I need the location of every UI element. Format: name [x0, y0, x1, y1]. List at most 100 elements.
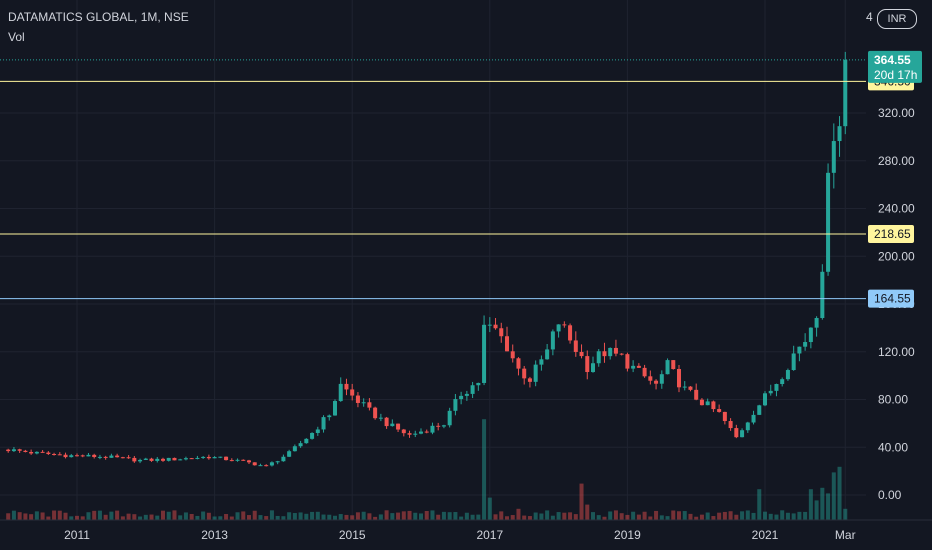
time-tick-label: 2015 — [339, 528, 366, 542]
candle-body — [757, 405, 762, 415]
candle-body — [258, 465, 263, 467]
volume-bar — [740, 511, 745, 520]
candle-body — [453, 399, 458, 411]
volume-bar — [384, 510, 389, 520]
candle-body — [338, 383, 343, 402]
candle-body — [568, 325, 573, 341]
candle-body — [218, 456, 223, 458]
price-tick-label: 200.00 — [878, 249, 915, 263]
volume-bar — [837, 466, 842, 520]
candle-body — [654, 380, 659, 384]
volume-bar — [573, 514, 578, 520]
volume-bar — [470, 514, 475, 520]
candle-body — [682, 386, 687, 388]
volume-bar — [808, 489, 813, 520]
volume-bar — [705, 512, 710, 520]
candle-body — [350, 389, 355, 396]
candle-body — [310, 432, 315, 439]
candle-body — [321, 417, 326, 430]
candle-body — [808, 327, 813, 343]
candle-body — [596, 351, 601, 364]
candle-body — [355, 395, 360, 403]
candle-body — [252, 462, 257, 466]
candle-body — [172, 457, 177, 461]
volume-bar — [143, 514, 148, 520]
volume-bar — [212, 516, 217, 520]
volume-bar — [550, 515, 555, 520]
volume-bar — [774, 514, 779, 520]
candle-body — [602, 351, 607, 357]
candle-body — [275, 461, 280, 463]
candle-body — [264, 465, 269, 467]
volume-bar — [109, 511, 114, 520]
candle-body — [367, 402, 372, 408]
volume-bar — [619, 513, 624, 520]
volume-bar — [671, 510, 676, 520]
volume-bar — [126, 513, 131, 520]
volume-bar — [499, 511, 504, 520]
volume-bar — [160, 510, 166, 520]
candle-body — [447, 410, 452, 426]
candle-body — [476, 382, 481, 386]
volume-bar — [34, 511, 39, 520]
volume-bar — [258, 515, 263, 520]
candle-body — [430, 425, 435, 433]
volume-bar — [826, 493, 831, 520]
level-label: 164.55 — [874, 292, 911, 306]
candle-body — [705, 401, 710, 406]
volume-bar — [447, 512, 452, 520]
candle-body — [97, 456, 102, 458]
volume-bar — [120, 516, 125, 520]
candle-body — [155, 458, 160, 461]
volume-bar — [803, 511, 808, 520]
candle-body — [441, 425, 446, 427]
time-tick-label: Mar — [835, 528, 856, 542]
candle-body — [470, 385, 475, 394]
last-price-label: 364.55 — [874, 53, 911, 67]
candle-body — [585, 356, 590, 373]
volume-bar — [487, 497, 492, 520]
candle-body — [785, 370, 790, 380]
candle-body — [115, 455, 120, 458]
volume-bar — [556, 512, 561, 520]
candle-body — [63, 454, 68, 458]
candle-body — [780, 379, 785, 385]
candle-body — [464, 393, 469, 396]
volume-bar — [510, 515, 515, 520]
candle-body — [636, 365, 641, 368]
volume-bar — [74, 515, 80, 520]
volume-bar — [722, 511, 727, 520]
candle-body — [92, 454, 97, 458]
candle-body — [241, 459, 246, 461]
volume-bar — [172, 510, 177, 520]
volume-bar — [115, 510, 120, 520]
volume-bar — [625, 514, 630, 520]
volume-bar — [292, 513, 297, 520]
volume-bar — [52, 510, 57, 520]
volume-bar — [178, 515, 183, 520]
currency-badge[interactable]: INR — [877, 9, 917, 29]
volume-bar — [441, 511, 446, 520]
candle-body — [327, 415, 332, 418]
volume-bar — [11, 510, 16, 520]
candle-body — [361, 402, 366, 404]
volume-bar — [252, 510, 257, 520]
candle-body — [195, 457, 200, 459]
price-tick-label: 80.00 — [878, 393, 908, 407]
candle-body — [699, 399, 704, 406]
volume-bar — [504, 516, 510, 520]
volume-bar — [464, 512, 469, 520]
volume-bar — [631, 511, 636, 520]
volume-bar — [780, 510, 785, 520]
candle-body — [287, 451, 292, 457]
volume-bar — [166, 511, 171, 520]
volume-bar — [797, 511, 802, 520]
candle-body — [831, 141, 836, 173]
candle-body — [648, 376, 653, 381]
volume-bar — [436, 514, 441, 520]
volume-bar — [321, 514, 326, 520]
volume-bar — [367, 513, 372, 520]
volume-bar — [390, 513, 395, 520]
